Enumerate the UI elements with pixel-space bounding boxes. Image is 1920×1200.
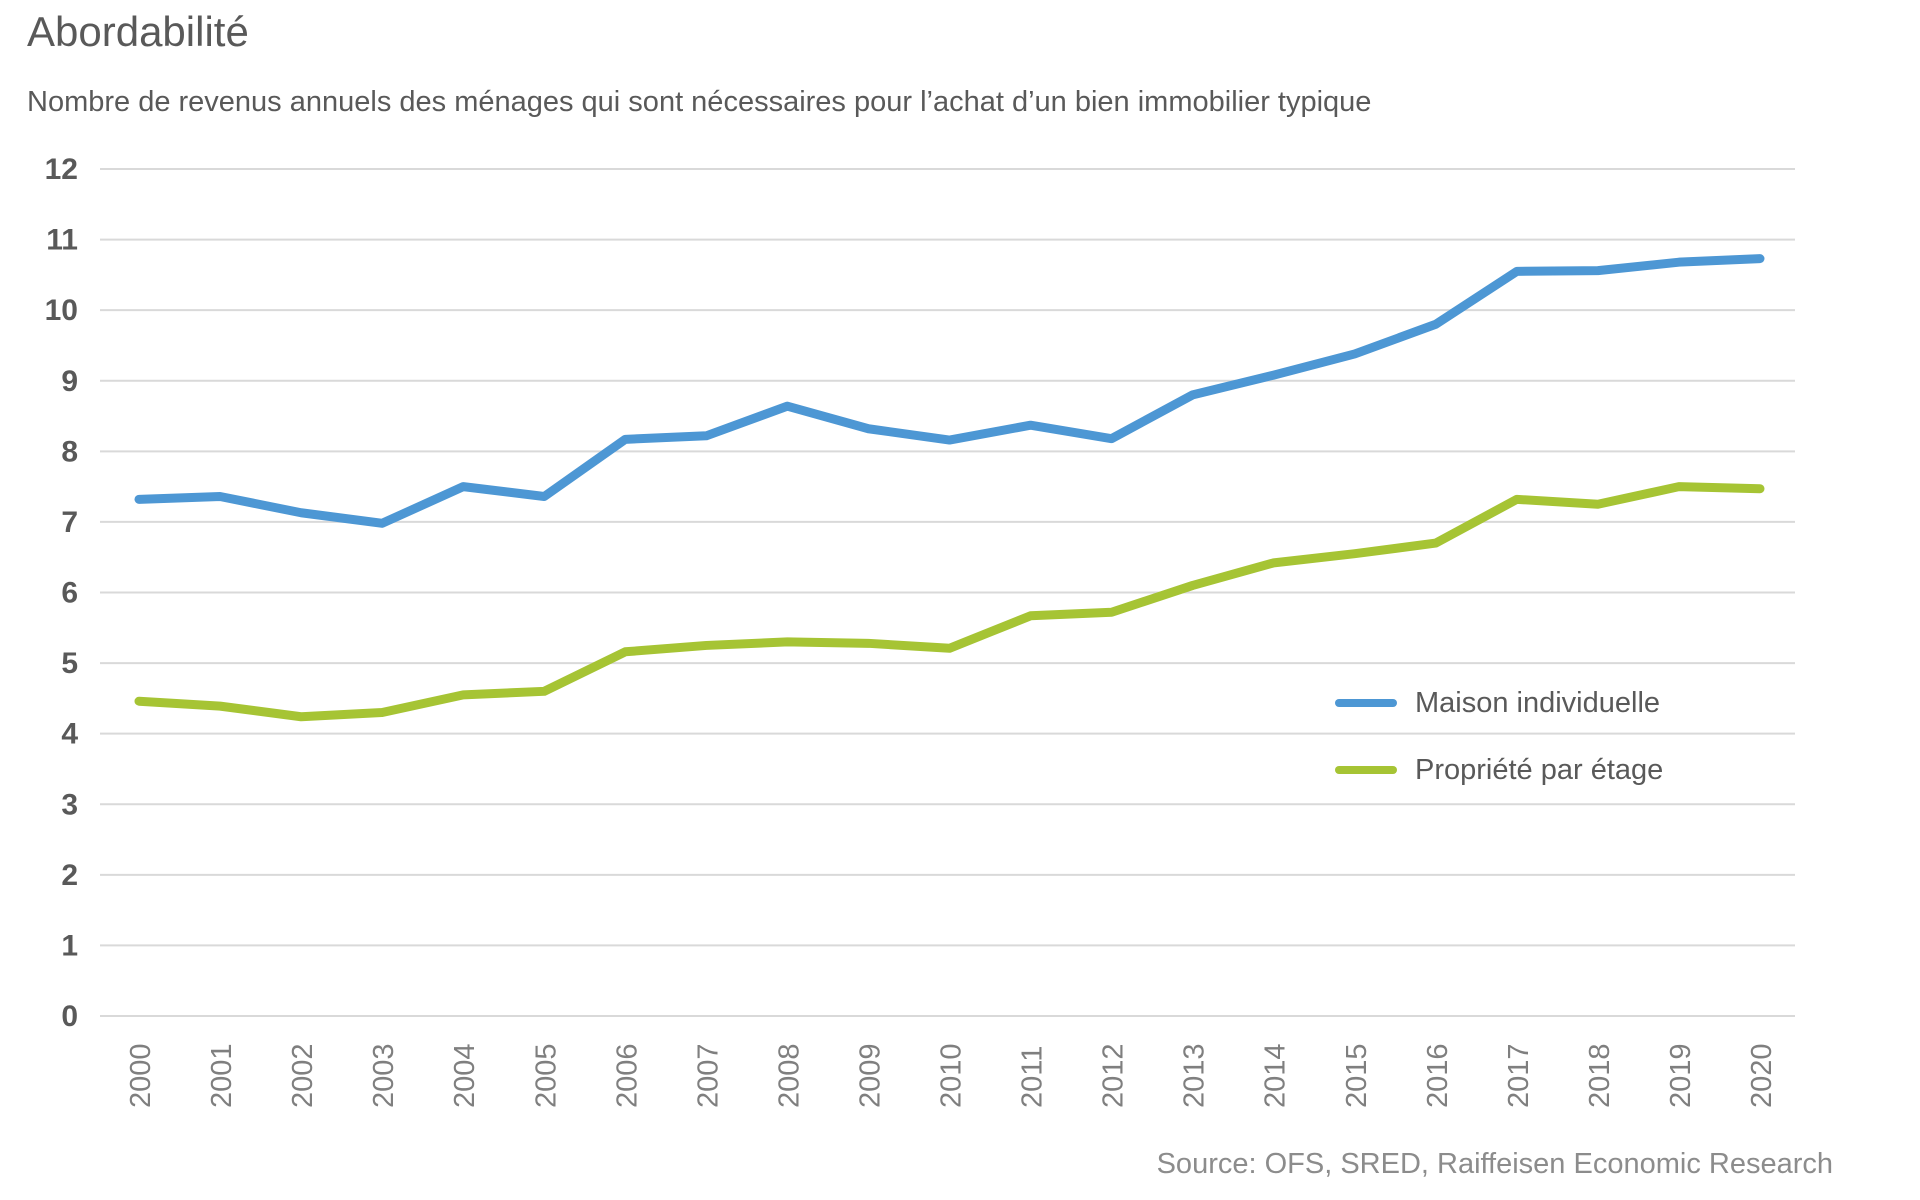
x-axis-tick-label: 2019 (1665, 1043, 1697, 1108)
legend-item-propriete-par-etage: Propriété par étage (1335, 745, 1663, 795)
y-axis-tick-label: 1 (61, 929, 78, 962)
series-line-propriete-par-etage (134, 482, 1765, 722)
y-axis-tick-label: 6 (61, 577, 78, 610)
legend-swatch-propriete-par-etage (1335, 766, 1397, 774)
y-axis-tick-label: 0 (61, 1000, 78, 1033)
chart-legend: Maison individuelle Propriété par étage (1335, 678, 1663, 812)
x-axis-tick-label: 2004 (449, 1043, 481, 1108)
x-axis-tick-label: 2013 (1179, 1043, 1211, 1108)
legend-label-propriete-par-etage: Propriété par étage (1415, 753, 1664, 786)
legend-label-maison-individuelle: Maison individuelle (1415, 686, 1661, 719)
x-axis-tick-label: 2017 (1503, 1043, 1535, 1108)
x-axis-tick-label: 2012 (1098, 1043, 1130, 1108)
x-axis-tick-label: 2006 (611, 1043, 643, 1108)
legend-item-maison-individuelle: Maison individuelle (1335, 678, 1663, 728)
x-axis-tick-label: 2003 (368, 1043, 400, 1108)
x-axis-tick-label: 2014 (1260, 1043, 1292, 1108)
x-axis-tick-label: 2001 (206, 1043, 238, 1108)
gridlines (100, 168, 1795, 1017)
x-axis-tick-label: 2009 (854, 1043, 886, 1108)
y-axis-tick-label: 3 (61, 788, 78, 821)
x-axis-tick-label: 2015 (1341, 1043, 1373, 1108)
y-axis-tick-label: 8 (61, 435, 78, 468)
legend-swatch-maison-individuelle (1335, 699, 1397, 707)
x-axis-tick-labels: 2000 2001 2002 2003 2004 2005 2006 2007 2008 2009… (125, 1043, 1778, 1108)
y-axis-tick-label: 10 (45, 294, 78, 327)
x-axis-tick-label: 2008 (773, 1043, 805, 1108)
y-axis-tick-label: 9 (61, 365, 78, 398)
y-axis-tick-label: 12 (45, 153, 78, 186)
x-axis-tick-label: 2002 (287, 1043, 319, 1108)
chart-subtitle: Nombre de revenus annuels des ménages qu… (27, 86, 1372, 118)
x-axis-tick-label: 2020 (1746, 1043, 1778, 1108)
chart-title: Abordabilité (27, 8, 249, 55)
source-attribution: Source: OFS, SRED, Raiffeisen Economic R… (1156, 1148, 1833, 1180)
y-axis-tick-label: 7 (61, 506, 78, 539)
x-axis-tick-label: 2005 (530, 1043, 562, 1108)
y-axis-tick-label: 11 (46, 224, 78, 257)
x-axis-tick-label: 2016 (1422, 1043, 1454, 1108)
x-axis-tick-label: 2010 (936, 1043, 968, 1108)
x-axis-tick-label: 2018 (1584, 1043, 1616, 1108)
x-axis-tick-label: 2011 (1017, 1046, 1049, 1108)
x-axis-tick-label: 2000 (125, 1043, 157, 1108)
y-axis-tick-label: 5 (61, 647, 78, 680)
x-axis-tick-label: 2007 (692, 1043, 724, 1108)
series-line-maison-individuelle (134, 254, 1765, 528)
y-axis-tick-label: 4 (61, 718, 78, 751)
y-axis-tick-label: 2 (61, 859, 78, 892)
